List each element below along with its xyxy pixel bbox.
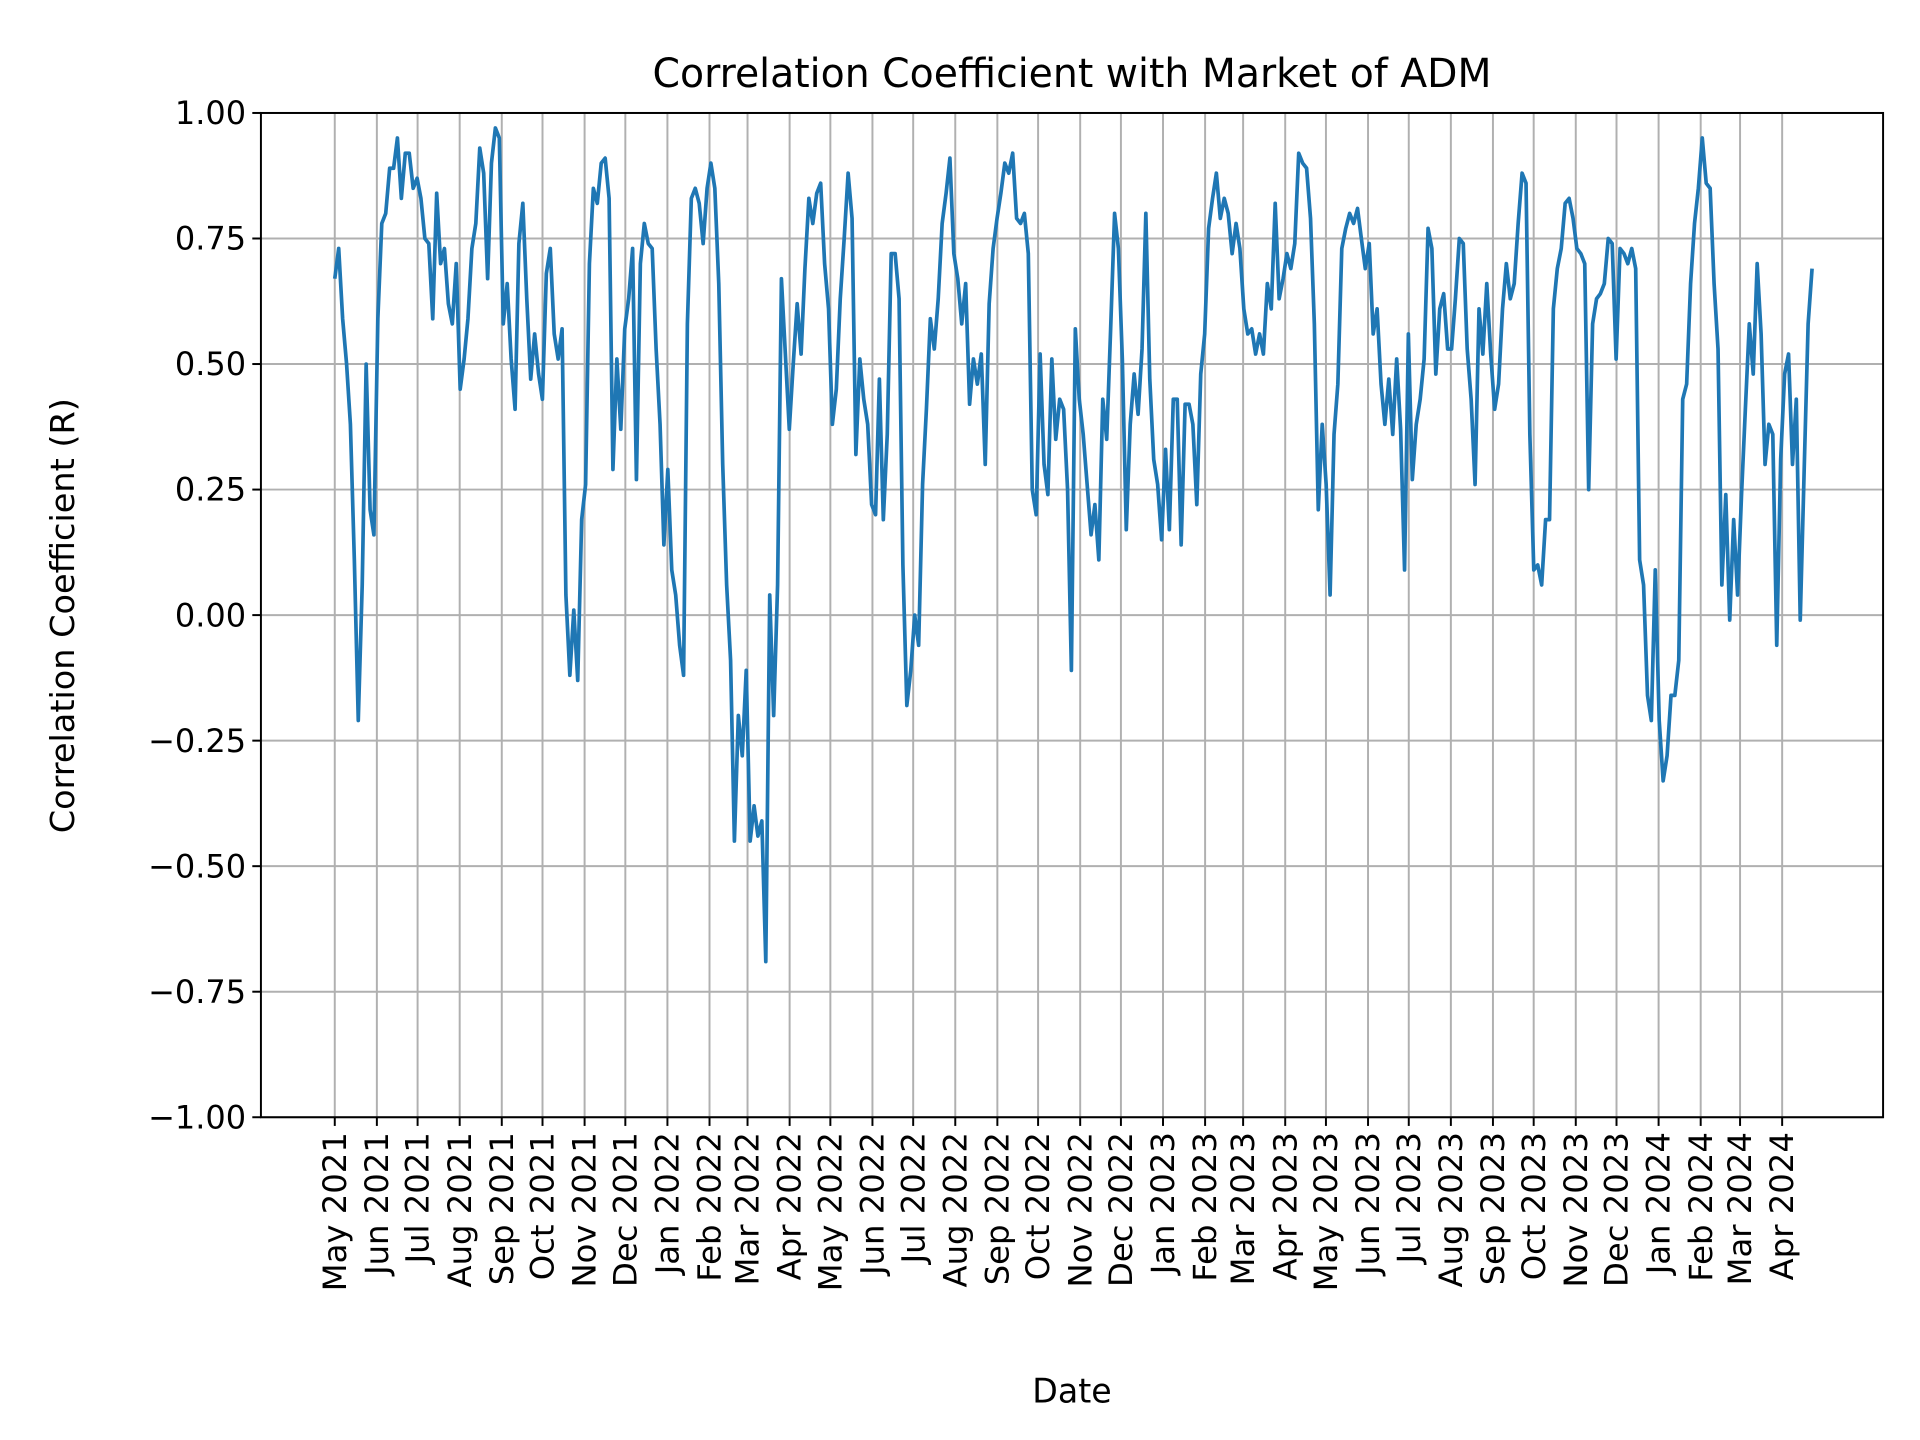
x-tick-label: Feb 2022 <box>691 1132 729 1281</box>
y-tick-label: −0.50 <box>148 847 246 885</box>
x-tick-label: Sep 2021 <box>483 1132 521 1285</box>
y-tick-label: 1.00 <box>175 94 246 132</box>
x-tick-label: Oct 2022 <box>1019 1132 1057 1280</box>
x-tick-label: Oct 2021 <box>524 1132 562 1280</box>
series-line-r <box>332 126 1814 964</box>
x-tick-label: May 2022 <box>812 1132 850 1291</box>
x-tick-label: Apr 2022 <box>771 1132 809 1280</box>
x-tick-label: May 2023 <box>1307 1132 1345 1291</box>
y-tick-label: −0.25 <box>148 722 246 760</box>
x-tick-label: Feb 2023 <box>1186 1132 1224 1281</box>
chart-title: Correlation Coefficient with Market of A… <box>653 51 1492 97</box>
x-tick-label: Nov 2023 <box>1557 1132 1595 1287</box>
x-tick-label: Jul 2022 <box>894 1132 932 1265</box>
grid-lines <box>260 111 1884 1119</box>
x-tick-label: Apr 2024 <box>1763 1132 1801 1280</box>
x-tick-label: Jun 2021 <box>358 1132 396 1277</box>
x-tick-label: May 2021 <box>316 1132 354 1291</box>
x-tick-label: Jul 2021 <box>399 1132 437 1265</box>
x-tick-label: Jan 2024 <box>1640 1132 1678 1276</box>
x-tick-label: Mar 2022 <box>729 1132 767 1285</box>
y-tick-label: −1.00 <box>148 1098 246 1136</box>
x-tick-label: Mar 2023 <box>1224 1132 1262 1285</box>
y-tick-label: 0.25 <box>175 471 246 509</box>
x-tick-label: Jun 2022 <box>854 1132 892 1277</box>
x-tick-label: Apr 2023 <box>1266 1132 1304 1280</box>
x-tick-label: Sep 2022 <box>979 1132 1017 1285</box>
y-tick-label: 0.75 <box>175 220 246 258</box>
x-tick-label: Dec 2023 <box>1598 1132 1636 1287</box>
y-axis-ticks: 1.00 0.75 0.50 0.25 0.00 −0.25 −0.50 −0.75 −1.00 <box>148 94 261 1136</box>
y-tick-label: 0.50 <box>175 345 246 383</box>
x-tick-label: Nov 2021 <box>566 1132 604 1287</box>
x-tick-label: Jun 2023 <box>1349 1132 1387 1277</box>
x-tick-label: Dec 2021 <box>607 1132 645 1287</box>
x-axis-ticks: May 2021 Jun 2021 Jul 2021 Aug 2021 Sep 2021… <box>316 1117 1801 1291</box>
x-tick-label: Feb 2024 <box>1682 1132 1720 1281</box>
x-tick-label: Jan 2023 <box>1144 1132 1182 1276</box>
x-tick-label: Aug 2023 <box>1432 1132 1470 1287</box>
x-tick-label: Jul 2023 <box>1390 1132 1428 1265</box>
x-tick-label: Nov 2022 <box>1061 1132 1099 1287</box>
x-tick-label: Oct 2023 <box>1515 1132 1553 1280</box>
y-axis-label: Correlation Coefficient (R) <box>43 398 82 833</box>
x-tick-label: Aug 2022 <box>936 1132 974 1287</box>
x-tick-label: Aug 2021 <box>441 1132 479 1287</box>
x-tick-label: Jan 2022 <box>649 1132 687 1276</box>
x-tick-label: Sep 2023 <box>1474 1132 1512 1285</box>
x-axis-label: Date <box>1032 1372 1111 1411</box>
x-tick-label: Dec 2022 <box>1102 1132 1140 1287</box>
y-tick-label: 0.00 <box>175 596 246 634</box>
x-tick-label: Mar 2024 <box>1721 1132 1759 1285</box>
y-tick-label: −0.75 <box>148 973 246 1011</box>
plot-area-frame <box>259 111 1885 1119</box>
